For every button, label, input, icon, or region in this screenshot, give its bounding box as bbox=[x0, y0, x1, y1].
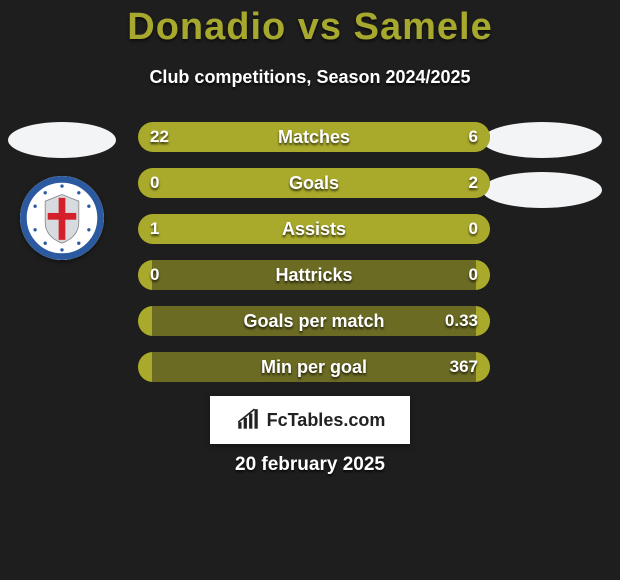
bar-left-fill bbox=[138, 168, 152, 198]
right-ellipse-1 bbox=[482, 122, 602, 158]
bar-right-fill bbox=[476, 260, 490, 290]
infographic: Donadio vs Samele Club competitions, Sea… bbox=[0, 0, 620, 580]
bar-value-right: 0.33 bbox=[445, 306, 478, 336]
bar-left-fill bbox=[138, 306, 152, 336]
left-ellipse bbox=[8, 122, 116, 158]
stat-row: 226Matches bbox=[138, 122, 490, 152]
right-column bbox=[482, 116, 612, 226]
bar-left-fill bbox=[138, 352, 152, 382]
stat-row: 367Min per goal bbox=[138, 352, 490, 382]
bar-right-fill bbox=[152, 168, 490, 198]
bar-label: Hattricks bbox=[138, 260, 490, 290]
club-badge-left bbox=[20, 176, 104, 260]
date-label: 20 february 2025 bbox=[0, 454, 620, 476]
bar-label: Min per goal bbox=[138, 352, 490, 382]
bar-value-right: 367 bbox=[450, 352, 478, 382]
bar-left-fill bbox=[138, 260, 152, 290]
bar-right-fill bbox=[476, 306, 490, 336]
stat-row: 02Goals bbox=[138, 168, 490, 198]
player2-name: Samele bbox=[354, 6, 493, 48]
stat-row: 00Hattricks bbox=[138, 260, 490, 290]
bar-right-fill bbox=[476, 352, 490, 382]
stat-row: 10Assists bbox=[138, 214, 490, 244]
page-title: Donadio vs Samele bbox=[0, 0, 620, 49]
stat-bars: 226Matches 02Goals 10Assists 00Hattricks 0.3… bbox=[138, 122, 490, 398]
stat-row: 0.33Goals per match bbox=[138, 306, 490, 336]
chart-icon bbox=[235, 407, 261, 433]
bar-right-fill bbox=[398, 122, 490, 152]
branding-box: FcTables.com bbox=[210, 396, 410, 444]
bar-right-fill bbox=[476, 214, 490, 244]
bar-left-fill bbox=[138, 122, 398, 152]
bar-label: Goals per match bbox=[138, 306, 490, 336]
player1-name: Donadio bbox=[127, 6, 286, 48]
club-badge-icon bbox=[20, 176, 104, 260]
branding-text: FcTables.com bbox=[267, 410, 386, 431]
right-ellipse-2 bbox=[482, 172, 602, 208]
subtitle: Club competitions, Season 2024/2025 bbox=[0, 67, 620, 88]
bar-left-fill bbox=[138, 214, 476, 244]
left-column bbox=[8, 116, 118, 260]
vs-label: vs bbox=[298, 6, 342, 48]
